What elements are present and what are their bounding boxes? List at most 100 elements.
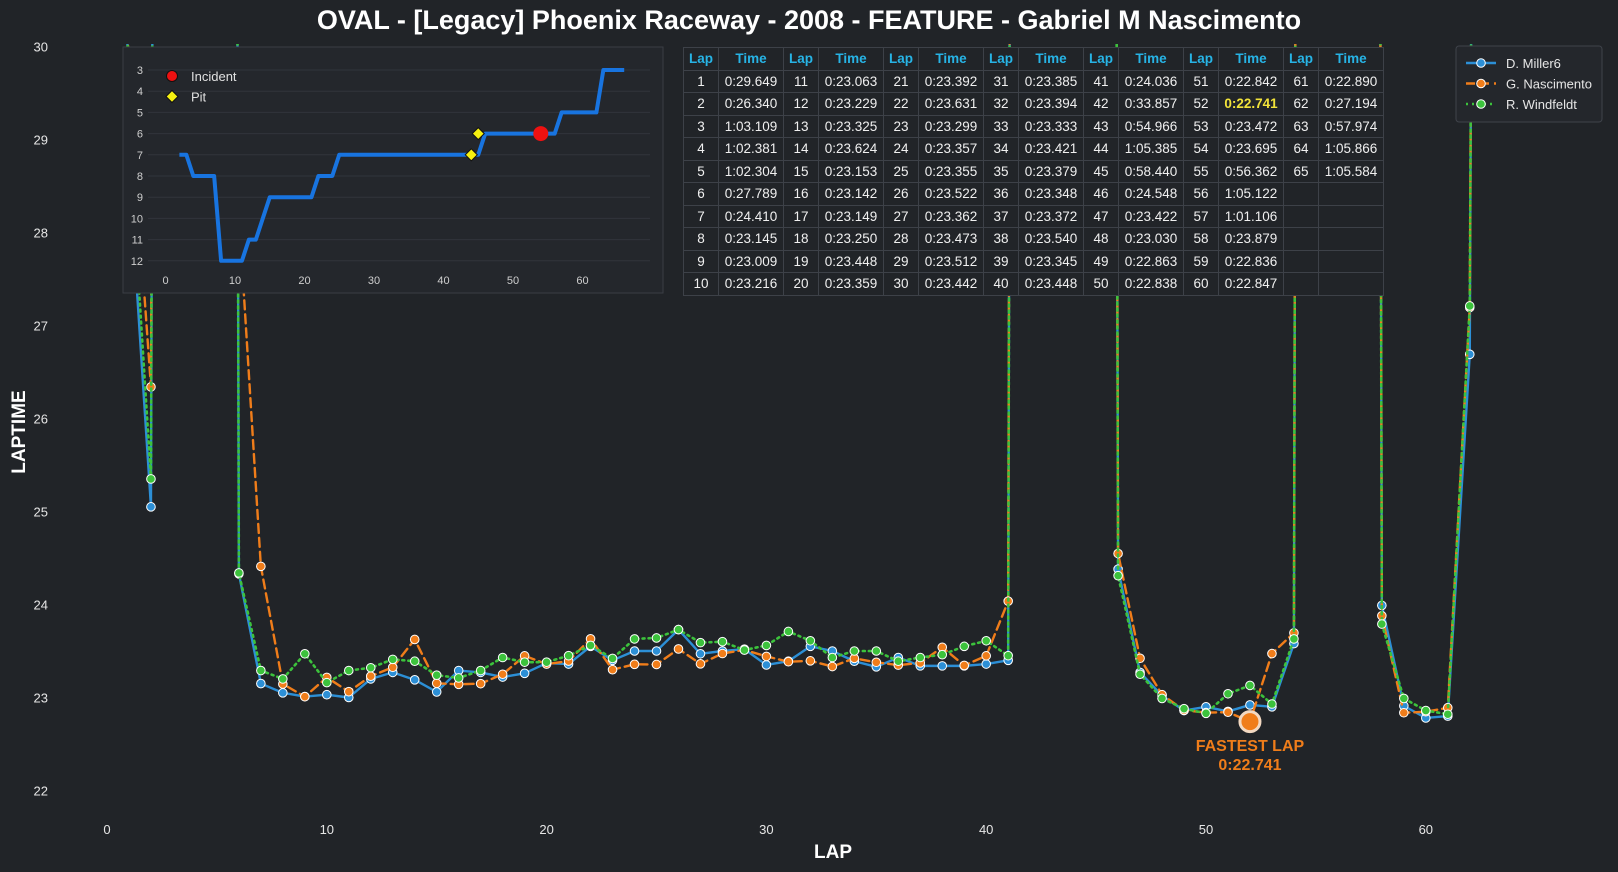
lap-time-cell: 0:23.394 [1018,92,1084,116]
lap-number-cell: 47 [1083,204,1119,228]
lap-time-cell: 0:22.863 [1118,249,1184,273]
data-point [1399,693,1409,704]
data-point [981,635,992,646]
inset-x-tick-label: 60 [576,275,588,287]
lap-table-header-cell: Time [718,47,784,71]
y-tick-label: 28 [34,226,48,241]
lap-number-cell [1283,272,1319,296]
y-tick-label: 25 [34,505,48,520]
table-row: 4 1:02.381 14 0:23.624 24 0:23.357 34 0:23.421 4… [683,137,1384,161]
data-point [1464,301,1475,311]
inset-y-tick-label: 9 [137,192,143,204]
lap-number-cell: 12 [783,92,819,116]
lap-number-cell: 35 [983,159,1019,183]
data-point [387,654,398,665]
data-point [1289,634,1299,644]
lap-table-header-cell: Lap [1283,47,1319,71]
y-tick-label: 29 [34,133,48,148]
data-point [651,633,662,643]
inset-y-tick-label: 7 [137,150,143,162]
data-point [234,568,244,578]
data-point [365,662,376,673]
lap-number-cell: 59 [1183,249,1219,273]
lap-number-cell: 37 [983,204,1019,228]
lap-table-header-cell: Lap [883,47,919,71]
data-point [146,502,156,512]
lap-number-cell: 26 [883,182,919,206]
lap-number-cell [1283,182,1319,206]
lap-number-cell: 30 [883,272,919,296]
data-point [497,669,508,680]
data-point [1201,708,1211,719]
lap-time-cell: 1:05.866 [1318,137,1384,161]
lap-time-cell: 0:23.421 [1018,137,1084,161]
x-tick-label: 20 [539,822,553,837]
lap-time-cell: 0:23.009 [718,249,784,273]
lap-time-cell: 1:05.385 [1118,137,1184,161]
y-tick-label: 30 [34,40,48,55]
table-row: 1 0:29.649 11 0:23.063 21 0:23.392 31 0:23.385 4… [683,69,1384,93]
lap-number-cell: 36 [983,182,1019,206]
lap-time-cell: 0:23.250 [818,227,884,251]
lap-time-cell: 0:23.540 [1018,227,1084,251]
lap-time-cell: 0:23.145 [718,227,784,251]
data-point [607,653,618,664]
data-point [387,662,398,673]
lap-time-cell: 0:23.442 [918,272,984,296]
lap-time-cell: 0:23.631 [918,92,984,116]
lap-time-cell: 0:22.890 [1318,69,1384,93]
lap-number-cell: 58 [1183,227,1219,251]
lap-number-cell: 2 [683,92,719,116]
lap-time-cell: 0:23.345 [1018,249,1084,273]
lap-time-cell: 1:02.381 [718,137,784,161]
lap-time-cell: 0:24.036 [1118,69,1184,93]
data-point [783,656,794,667]
lap-number-cell: 16 [783,182,819,206]
lap-time-cell: 0:23.357 [918,137,984,161]
lap-number-cell: 56 [1183,182,1219,206]
data-point [1003,650,1013,661]
lap-time-cell: 0:23.448 [1018,272,1084,296]
lap-number-cell: 13 [783,114,819,138]
data-point [563,650,574,661]
lap-time-cell [1318,204,1384,228]
lap-number-cell: 3 [683,114,719,138]
series-layer [124,44,1475,727]
y-tick-label: 24 [34,598,48,613]
y-axis-label: LAPTIME [9,390,30,473]
x-tick-label: 40 [979,822,993,837]
lap-time-cell: 0:23.333 [1018,114,1084,138]
lap-times-table: Lap Time Lap Time Lap Time Lap Time Lap Time Lap Ti… [683,47,1384,296]
lap-table-header-cell: Time [1218,47,1284,71]
lap-number-cell: 1 [683,69,719,93]
data-point [519,657,530,667]
data-point [761,640,772,651]
x-axis-label: LAP [814,842,852,863]
lap-time-cell: 0:23.512 [918,249,984,273]
lap-time-cell: 0:33.857 [1118,92,1184,116]
data-point [629,634,640,644]
inset-y-tick-label: 8 [137,171,143,183]
table-row: 8 0:23.145 18 0:23.250 28 0:23.473 38 0:23.540 4… [683,227,1384,251]
lap-number-cell: 62 [1283,92,1319,116]
lap-time-cell: 0:22.838 [1118,272,1184,296]
lap-time-cell: 0:29.649 [718,69,784,93]
data-point [497,652,508,663]
data-point [1399,707,1409,718]
inset-x-tick-label: 30 [368,275,380,287]
lap-time-cell: 0:23.355 [918,159,984,183]
data-point [322,677,332,688]
lap-number-cell: 52 [1183,92,1219,116]
table-row: 10 0:23.216 20 0:23.359 30 0:23.442 40 0:23.448… [683,272,1384,296]
data-point [761,651,772,662]
lap-time-cell: 1:05.584 [1318,159,1384,183]
lap-time-cell: 0:23.216 [718,272,784,296]
lap-number-cell: 4 [683,137,719,161]
lap-time-cell: 0:23.372 [1018,204,1084,228]
lap-time-cell: 0:26.340 [718,92,784,116]
lap-time-cell: 1:02.304 [718,159,784,183]
lap-time-cell: 1:01.106 [1218,204,1284,228]
lap-number-cell: 32 [983,92,1019,116]
data-point [409,675,420,685]
data-point [981,651,992,661]
